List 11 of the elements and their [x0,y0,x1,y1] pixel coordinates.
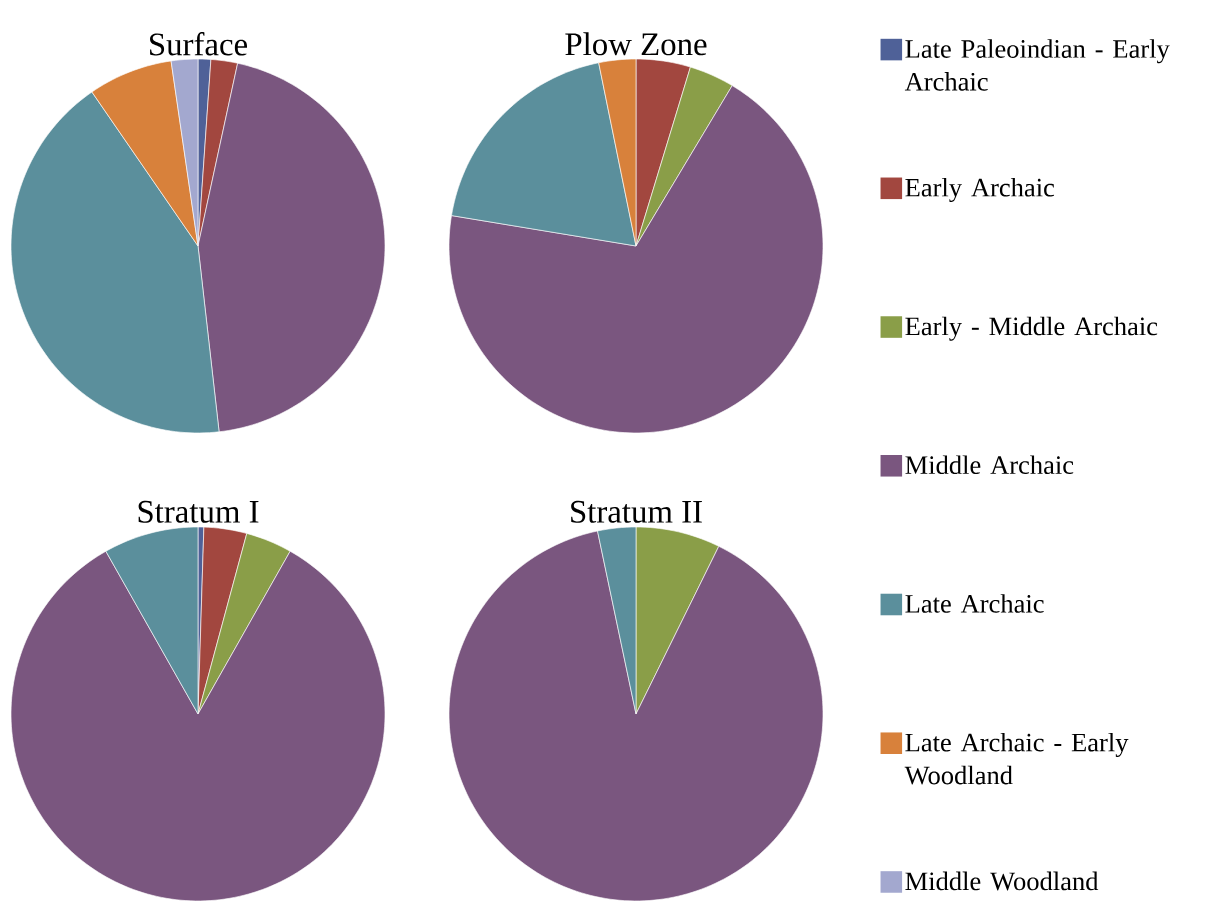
legend-label: Middle Archaic [905,455,1074,475]
chart-title: Stratum I [138,500,259,523]
legend-label: Late Archaic [905,594,1044,613]
chart-title: Plow Zone [565,32,707,56]
legend-label: Early Archaic [905,177,1055,203]
legend-label: Late Archaic - Early Woodland [904,732,1129,785]
legend-label: Late Paleoindian - Early Archaic [904,39,1170,91]
chart-title: Stratum II [571,500,702,523]
chart-title: Surface [150,32,248,56]
legend-label: Early - Middle Archaic [905,316,1158,341]
legend-label: Middle Woodland [905,871,1099,891]
